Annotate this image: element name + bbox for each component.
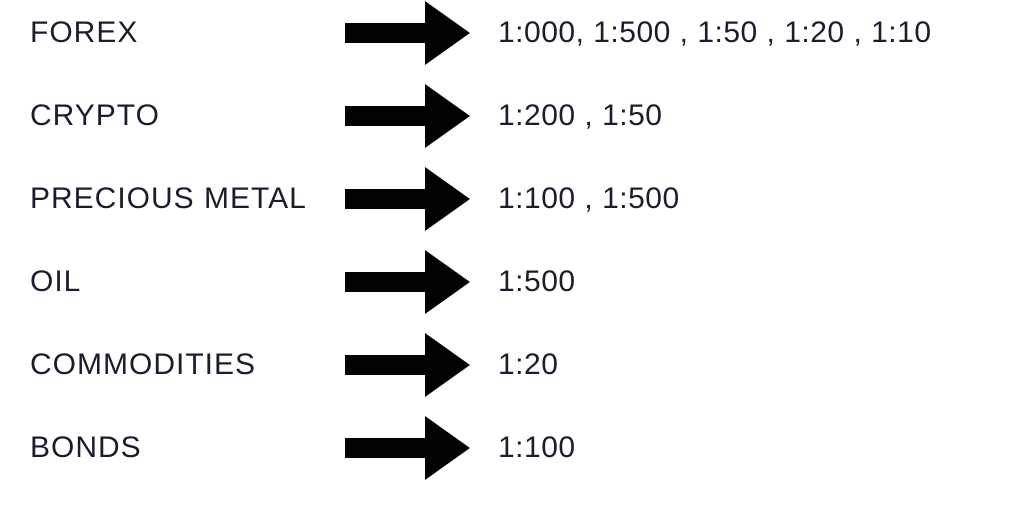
asset-row: OIL 1:500 — [30, 240, 1024, 323]
asset-row: CRYPTO 1:200 , 1:50 — [30, 74, 1024, 157]
leverage-values: 1:000, 1:500 , 1:50 , 1:20 , 1:10 — [498, 15, 932, 49]
leverage-values: 1:100 — [498, 430, 576, 464]
asset-label: FOREX — [30, 15, 139, 49]
asset-label: BONDS — [30, 430, 142, 464]
asset-row: COMMODITIES 1:20 — [30, 323, 1024, 406]
right-arrow-icon — [345, 166, 470, 231]
asset-label: COMMODITIES — [30, 347, 256, 381]
asset-label: CRYPTO — [30, 98, 160, 132]
asset-row: PRECIOUS METAL 1:100 , 1:500 — [30, 157, 1024, 240]
asset-label: PRECIOUS METAL — [30, 181, 307, 215]
right-arrow-icon — [345, 0, 470, 65]
right-arrow-icon — [345, 415, 470, 480]
leverage-table: FOREX 1:000, 1:500 , 1:50 , 1:20 , 1:10 … — [30, 0, 1024, 489]
asset-row: FOREX 1:000, 1:500 , 1:50 , 1:20 , 1:10 — [30, 0, 1024, 74]
right-arrow-icon — [345, 332, 470, 397]
asset-label: OIL — [30, 264, 82, 298]
leverage-values: 1:100 , 1:500 — [498, 181, 680, 215]
leverage-values: 1:200 , 1:50 — [498, 98, 663, 132]
asset-row: BONDS 1:100 — [30, 406, 1024, 489]
leverage-values: 1:500 — [498, 264, 576, 298]
leverage-values: 1:20 — [498, 347, 559, 381]
right-arrow-icon — [345, 249, 470, 314]
right-arrow-icon — [345, 83, 470, 148]
